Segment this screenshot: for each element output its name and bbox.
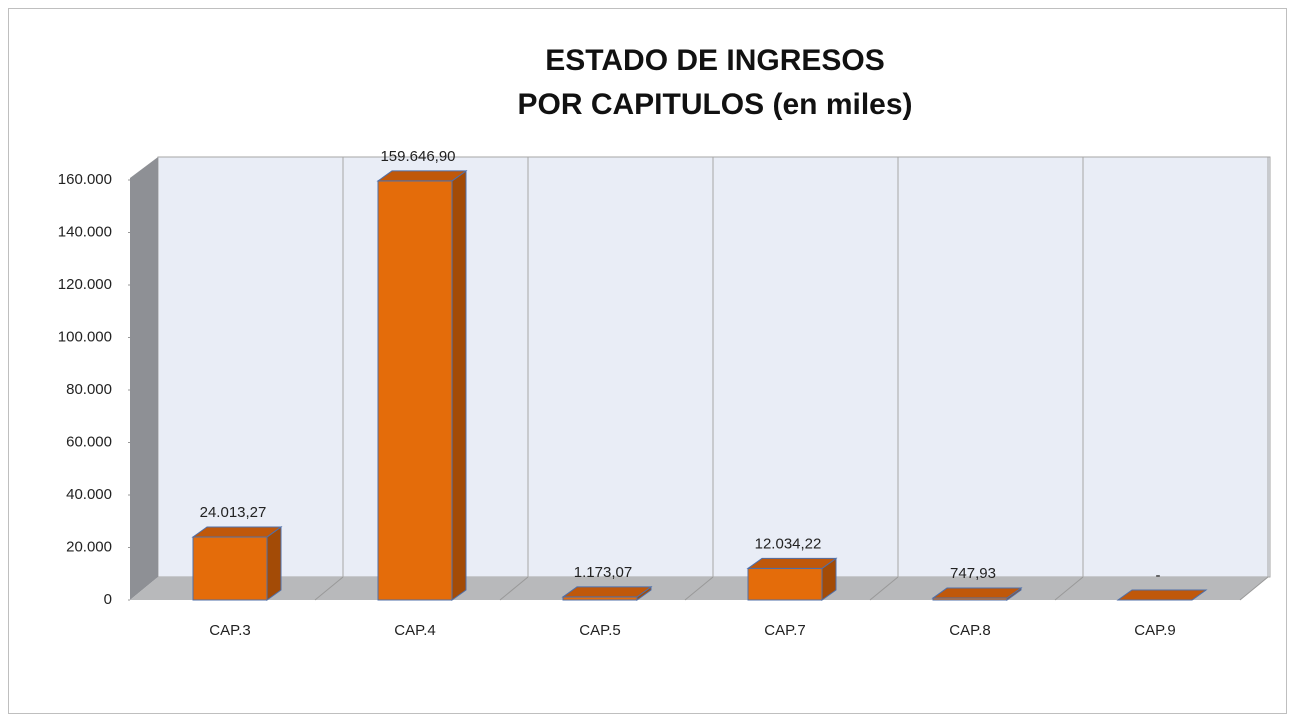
chart-title: POR CAPITULOS (en miles) [517, 88, 912, 121]
bar [377, 180, 453, 601]
x-tick-label: CAP.3 [209, 622, 250, 639]
value-label: 12.034,22 [755, 535, 822, 552]
value-label: 159.646,90 [380, 148, 455, 165]
y-tick-label: 100.000 [58, 328, 112, 345]
y-tick-label: 20.000 [66, 538, 112, 555]
bar [747, 567, 823, 601]
y-tick-label: 40.000 [66, 486, 112, 503]
x-tick-label: CAP.9 [1134, 622, 1175, 639]
bar-top [1116, 589, 1208, 601]
bar-top [191, 526, 283, 538]
back-wall [157, 156, 1271, 578]
bar-top [931, 587, 1023, 599]
floor-divider [1239, 576, 1269, 601]
side-wall [130, 157, 158, 600]
y-tick-label: 60.000 [66, 433, 112, 450]
value-label: 747,93 [950, 565, 996, 582]
y-tick-label: 80.000 [66, 381, 112, 398]
x-tick-label: CAP.7 [764, 622, 805, 639]
value-label: - [1156, 567, 1161, 584]
floor-divider [869, 576, 899, 601]
bar [192, 536, 268, 601]
bar-top [746, 557, 838, 569]
value-label: 1.173,07 [574, 564, 632, 581]
y-tick-label: 120.000 [58, 276, 112, 293]
chart-title: ESTADO DE INGRESOS [545, 44, 885, 77]
y-tick-label: 140.000 [58, 223, 112, 240]
value-label: 24.013,27 [200, 504, 267, 521]
floor-divider [684, 576, 714, 601]
x-tick-label: CAP.4 [394, 622, 435, 639]
y-tick-label: 0 [104, 591, 112, 608]
bar-side [451, 169, 467, 601]
bar-top [561, 586, 653, 598]
x-tick-label: CAP.5 [579, 622, 620, 639]
floor-divider [499, 576, 529, 601]
x-tick-label: CAP.8 [949, 622, 990, 639]
floor-divider [314, 576, 344, 601]
floor-divider [1054, 576, 1084, 601]
y-tick-label: 160.000 [58, 171, 112, 188]
bar-side [266, 525, 282, 601]
bar-top [376, 170, 468, 182]
